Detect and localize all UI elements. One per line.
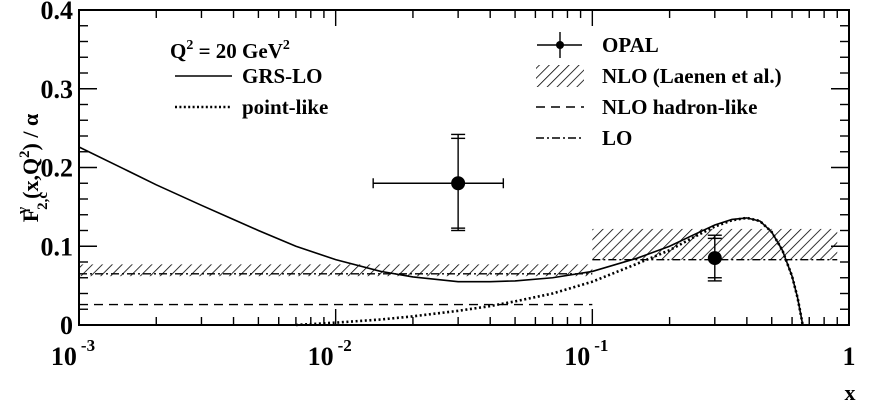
q2-annotation: Q2 = 20 GeV2 — [170, 38, 290, 63]
legend-symbol-nlo-band — [536, 65, 584, 87]
legend: GRS-LO point-like OPAL NLO (Laenen et al… — [175, 32, 782, 150]
y-tick-label-3: 0.3 — [41, 75, 74, 104]
nlo-band-region-0 — [79, 264, 593, 277]
series-group — [78, 146, 838, 327]
data-points-group — [372, 133, 722, 282]
legend-label-point-like: point-like — [242, 95, 328, 119]
legend-label-opal: OPAL — [602, 33, 659, 57]
legend-label-grs-lo: GRS-LO — [242, 64, 323, 88]
y-tick-label-1: 0.1 — [41, 232, 74, 261]
x-tick-label-2: 10 -1 — [564, 336, 608, 371]
axis-ticks-group: 10 -3 10 -2 10 -1 1 0 0.1 0.2 0.3 0.4 — [41, 0, 856, 371]
y-axis-label: F2,cγ(x,Q2) / α — [15, 113, 51, 222]
y-tick-label-4: 0.4 — [41, 0, 74, 25]
nlo-band-group — [79, 228, 838, 277]
opal-point-0 — [372, 133, 505, 232]
x-tick-label-0: 10 -3 — [51, 336, 95, 371]
legend-label-nlo-hadron: NLO hadron-like — [602, 95, 757, 119]
x-tick-label-1: 10 -2 — [308, 336, 352, 371]
legend-label-nlo-band: NLO (Laenen et al.) — [602, 64, 782, 88]
opal-point-1 — [707, 234, 722, 282]
x-axis-label: x — [845, 380, 856, 404]
y-tick-label-2: 0.2 — [41, 154, 74, 183]
series-grs-lo — [78, 146, 804, 326]
legend-symbol-opal — [537, 32, 582, 58]
y-tick-label-0: 0 — [60, 311, 73, 340]
x-tick-label-3: 1 — [843, 342, 856, 371]
legend-label-lo: LO — [602, 126, 632, 150]
